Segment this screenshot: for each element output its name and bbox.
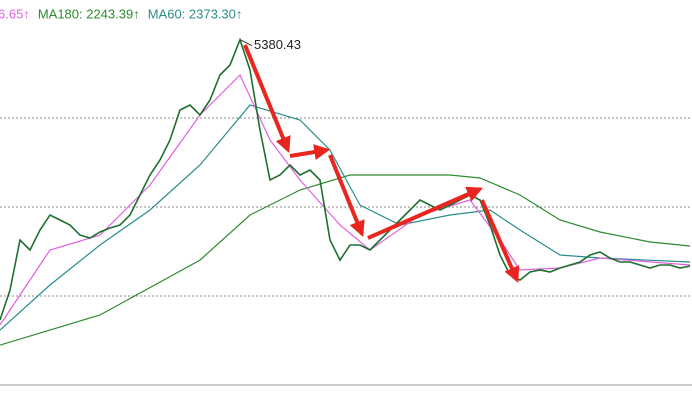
arrow — [289, 144, 331, 160]
arrow — [367, 186, 483, 240]
arrow — [480, 199, 520, 283]
series-line — [0, 104, 691, 331]
arrow — [328, 154, 365, 237]
series-line — [0, 174, 691, 346]
legend: 6.65↑ MA180: 2243.39↑ MA60: 2373.30↑ — [0, 6, 242, 21]
series-line — [0, 37, 691, 321]
annotation-leader — [239, 39, 253, 47]
trend-arrows — [243, 44, 520, 283]
legend-entry: MA60: 2373.30↑ — [148, 6, 243, 21]
series-line — [0, 73, 691, 326]
arrow — [243, 44, 291, 153]
legend-entry: MA180: 2243.39↑ — [38, 6, 140, 21]
plot: 5380.43 — [0, 37, 692, 346]
legend-entry: 6.65↑ — [0, 6, 30, 21]
annotation-label: 5380.43 — [254, 37, 301, 52]
